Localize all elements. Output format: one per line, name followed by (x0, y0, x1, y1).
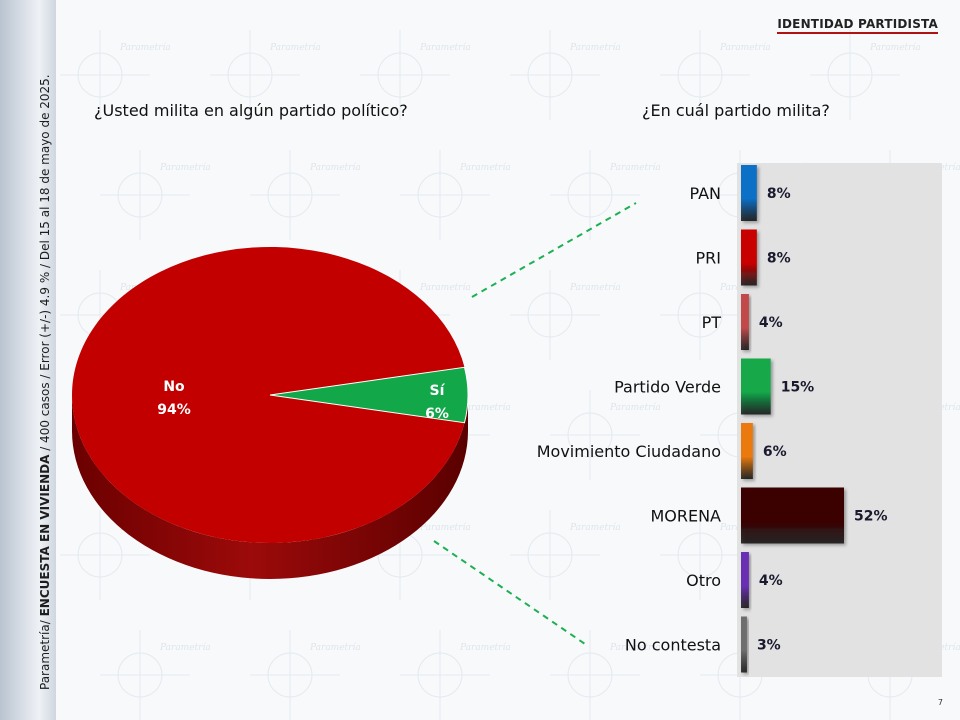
bar-question: ¿En cuál partido milita? (642, 101, 830, 120)
bar-2 (741, 229, 757, 286)
watermark-text: Parametría (569, 522, 621, 533)
watermark-text: Parametría (459, 402, 511, 413)
bar-8 (741, 616, 747, 673)
watermark-text: Parametría (159, 642, 211, 653)
bar-value-6: 52% (854, 509, 888, 525)
pie-value-si: 6% (425, 406, 449, 422)
pie-question: ¿Usted milita en algún partido político? (94, 101, 408, 120)
pie-slice-si (269, 366, 469, 424)
watermark-text: Parametría (309, 162, 361, 173)
section-title: IDENTIDAD PARTIDISTA (777, 17, 938, 34)
pie-value-no: 94% (157, 402, 191, 418)
connector-line-top (471, 202, 637, 298)
bar-value-4: 15% (781, 380, 815, 396)
watermark-text: Parametría (159, 162, 211, 173)
bar-category-1: PAN (689, 184, 721, 203)
watermark-text: Parametría (309, 642, 361, 653)
watermark-text: Parametría (609, 642, 661, 653)
pie-side (72, 395, 468, 579)
bar-category-4: Partido Verde (614, 378, 721, 397)
bar-1 (741, 165, 757, 221)
watermark-text: Parametría (119, 42, 171, 53)
watermark-text: Parametría (609, 402, 661, 413)
bar-5 (741, 423, 753, 479)
side-band (0, 0, 56, 720)
bar-7 (741, 552, 749, 608)
pie-label-si: Sí (430, 383, 446, 399)
bar-value-2: 8% (767, 251, 791, 267)
watermark-text: Parametría (419, 42, 471, 53)
bar-category-3: PT (702, 313, 722, 332)
watermark-text: Parametría (459, 162, 511, 173)
bar-value-3: 4% (759, 315, 783, 331)
pie-slice-no (72, 247, 465, 544)
bar-6 (741, 487, 844, 544)
bar-value-8: 3% (757, 638, 781, 654)
watermark-text: Parametría (569, 42, 621, 53)
watermark-text: Parametría (569, 282, 621, 293)
bar-value-1: 8% (767, 186, 791, 202)
bar-value-7: 4% (759, 573, 783, 589)
watermark-text: Parametría (869, 42, 921, 53)
watermark-text: Parametría (419, 522, 471, 533)
watermark-text: Parametría (719, 42, 771, 53)
bar-category-6: MORENA (650, 507, 721, 526)
bar-category-7: Otro (686, 571, 721, 590)
pie-label-no: No (163, 379, 185, 395)
page-number: 7 (937, 698, 943, 707)
bar-category-2: PRI (696, 249, 721, 268)
bar-category-5: Movimiento Ciudadano (537, 442, 721, 461)
connector-line-bottom (433, 540, 589, 647)
bar-3 (741, 294, 749, 350)
bar-category-8: No contesta (625, 636, 721, 655)
bar-4 (741, 358, 771, 415)
watermark-text: Parametría (269, 42, 321, 53)
bar-chart-panel (737, 163, 942, 677)
bar-value-5: 6% (763, 444, 787, 460)
watermark-text: Parametría (419, 282, 471, 293)
watermark-text: Parametría (459, 642, 511, 653)
watermark-text: Parametría (609, 162, 661, 173)
